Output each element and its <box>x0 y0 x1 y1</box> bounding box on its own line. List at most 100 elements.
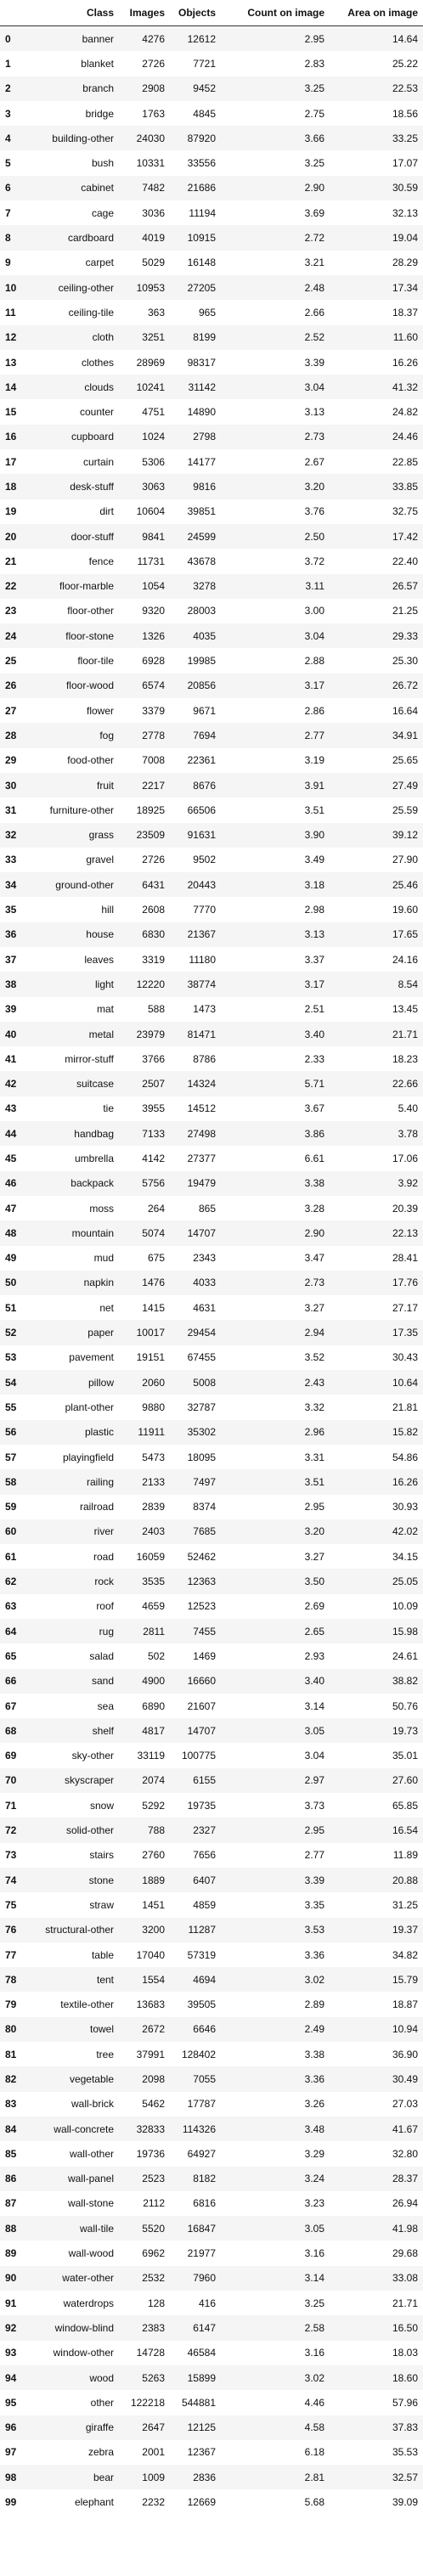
objects-count: 7960 <box>170 2265 221 2291</box>
objects-count: 12125 <box>170 2415 221 2440</box>
row-index: 50 <box>0 1270 25 1296</box>
count-on-image: 3.40 <box>221 1668 330 1694</box>
row-index: 59 <box>5 1501 17 1513</box>
objects-count: 12669 <box>187 2496 216 2509</box>
objects-count: 14324 <box>170 1071 221 1096</box>
table-row: 93 window-other 14728 46584 3.16 18.03 <box>0 2341 423 2365</box>
row-index: 55 <box>5 1401 17 1413</box>
class-name: rock <box>25 1569 119 1594</box>
class-name: wall-wood <box>68 2247 114 2260</box>
images-count: 1554 <box>119 1967 170 1993</box>
count-on-image: 3.32 <box>304 1401 324 1413</box>
row-index: 81 <box>5 2048 17 2060</box>
objects-count: 416 <box>198 2297 216 2309</box>
table-row: 25 floor-tile 6928 19985 2.88 25.30 <box>0 648 423 673</box>
area-on-image: 17.07 <box>392 157 418 170</box>
objects-count: 6407 <box>170 1867 221 1893</box>
count-on-image: 2.95 <box>304 1501 324 1513</box>
images-count: 5292 <box>142 1799 165 1812</box>
table-row: 90 water-other 2532 7960 3.14 33.08 <box>0 2265 423 2291</box>
class-name: suitcase <box>25 1071 119 1096</box>
count-on-image: 2.58 <box>221 2315 330 2341</box>
objects-count: 35302 <box>170 1419 221 1445</box>
row-index: 5 <box>5 157 11 170</box>
area-on-image: 18.60 <box>330 2365 423 2391</box>
class-name: cabinet <box>25 175 119 201</box>
count-on-image: 3.14 <box>221 2265 330 2291</box>
objects-count: 12523 <box>187 1600 216 1613</box>
class-name: floor-stone <box>25 623 119 649</box>
class-name: structural-other <box>25 1917 119 1942</box>
row-index: 52 <box>0 1320 25 1345</box>
objects-count: 14890 <box>187 406 216 419</box>
objects-count: 1469 <box>193 1649 216 1662</box>
table-row: 84 wall-concrete 32833 114326 3.48 41.67 <box>0 2116 423 2142</box>
class-name: banner <box>25 25 119 52</box>
class-name: pavement <box>69 1351 114 1364</box>
images-count: 588 <box>147 1003 165 1016</box>
table-row: 86 wall-panel 2523 8182 3.24 28.37 <box>0 2166 423 2191</box>
table-row: 33 gravel 2726 9502 3.49 27.90 <box>0 848 423 872</box>
count-on-image: 2.95 <box>221 1818 330 1843</box>
objects-count: 114326 <box>170 2116 221 2142</box>
area-on-image: 32.13 <box>392 206 418 219</box>
images-count: 2726 <box>142 854 165 866</box>
row-index: 94 <box>0 2365 25 2391</box>
area-on-image: 33.08 <box>330 2265 423 2291</box>
count-on-image: 3.05 <box>221 1718 330 1744</box>
table-row: 55 plant-other 9880 32787 3.32 21.81 <box>0 1395 423 1419</box>
table-row: 64 rug 2811 7455 2.65 15.98 <box>0 1619 423 1644</box>
class-name: railroad <box>79 1501 114 1513</box>
images-count: 11731 <box>137 555 165 567</box>
row-index: 43 <box>5 1102 17 1115</box>
class-name: handbag <box>25 1121 119 1147</box>
class-name: pillow <box>25 1370 119 1395</box>
table-row: 23 floor-other 9320 28003 3.00 21.25 <box>0 599 423 623</box>
images-count: 33119 <box>137 1750 165 1762</box>
row-index: 61 <box>5 1550 17 1563</box>
table-row: 73 stairs 2760 7656 2.77 11.89 <box>0 1843 423 1868</box>
class-name: straw <box>89 1898 114 1911</box>
area-on-image: 18.23 <box>392 1052 418 1065</box>
area-on-image: 22.40 <box>392 555 418 567</box>
class-name: floor-other <box>67 605 114 617</box>
area-on-image: 17.06 <box>392 1153 418 1164</box>
class-name: sand <box>25 1668 119 1694</box>
count-on-image: 3.20 <box>221 474 330 499</box>
images-header: Images <box>119 0 170 26</box>
area-on-image: 24.16 <box>392 953 418 966</box>
row-index: 80 <box>0 2016 25 2043</box>
objects-count: 57319 <box>187 1948 216 1961</box>
images-count: 3535 <box>119 1569 170 1594</box>
class-name: floor-tile <box>77 655 114 668</box>
table-row: 94 wood 5263 15899 3.02 18.60 <box>0 2365 423 2391</box>
row-index: 13 <box>5 356 17 369</box>
table-row: 85 wall-other 19736 64927 3.29 32.80 <box>0 2141 423 2166</box>
row-index: 27 <box>5 704 17 717</box>
index-header <box>0 0 25 26</box>
images-count: 4817 <box>119 1718 170 1744</box>
area-on-image: 11.89 <box>392 1849 418 1862</box>
row-index: 36 <box>0 922 25 947</box>
count-on-image: 3.26 <box>304 2098 324 2111</box>
area-on-image: 16.54 <box>330 1818 423 1843</box>
area-on-image: 18.56 <box>392 107 418 120</box>
objects-count: 100775 <box>181 1750 216 1762</box>
objects-count: 81471 <box>170 1021 221 1047</box>
area-on-image: 18.03 <box>392 2347 418 2359</box>
objects-count: 28003 <box>187 605 216 617</box>
objects-count: 11180 <box>189 953 216 966</box>
objects-header: Objects <box>170 0 221 26</box>
images-count: 2523 <box>119 2166 170 2191</box>
table-row: 61 road 16059 52462 3.27 34.15 <box>0 1544 423 1569</box>
objects-count: 6646 <box>170 2016 221 2043</box>
class-name: window-blind <box>25 2315 119 2341</box>
row-index: 67 <box>5 1699 17 1712</box>
images-count: 2074 <box>119 1767 170 1794</box>
table-row: 59 railroad 2839 8374 2.95 30.93 <box>0 1495 423 1519</box>
row-index: 3 <box>5 107 11 120</box>
objects-count: 32787 <box>187 1401 216 1413</box>
count-on-image: 4.46 <box>304 2396 324 2409</box>
count-on-image: 2.94 <box>221 1320 330 1345</box>
table-row: 68 shelf 4817 14707 3.05 19.73 <box>0 1718 423 1744</box>
